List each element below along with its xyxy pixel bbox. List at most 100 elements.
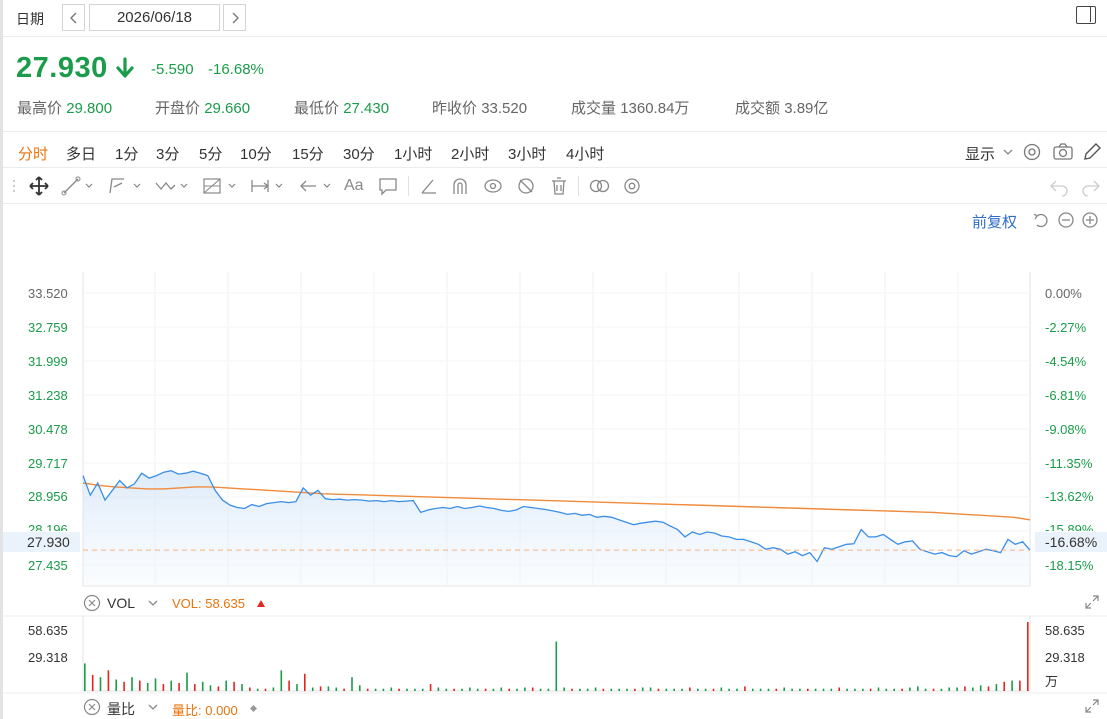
current-price: 27.930 [16,52,108,84]
volume-bar [665,688,668,691]
expand-icon[interactable] [1084,594,1100,610]
chevron-down-icon[interactable] [147,702,159,712]
volume-bar [107,670,110,691]
axis-right-label: -18.15% [1045,558,1094,573]
axis-left-label: 33.520 [28,286,68,301]
move-icon[interactable] [28,175,50,197]
volume-bar [1019,680,1021,691]
panel-toggle-icon[interactable] [1076,6,1096,24]
axis-left-label: 27.435 [28,558,68,573]
volume-bar [99,677,102,691]
tab-1hour[interactable]: 1小时 [394,146,433,163]
volume-bar [256,688,259,691]
volume-bar [846,688,848,691]
expand-icon[interactable] [1084,698,1100,714]
tab-15min[interactable]: 15分 [292,146,324,163]
tab-multiday[interactable]: 多日 [66,146,97,163]
axis-right-label: -4.54% [1045,354,1087,369]
vol-axis-left: 29.318 [28,650,68,665]
line-icon[interactable] [60,175,94,197]
display-menu[interactable]: 显示 [965,146,996,163]
volume-bar [704,688,707,691]
eye-icon[interactable] [482,175,504,197]
settings-icon[interactable] [1022,142,1042,162]
volume-bar [555,641,558,691]
ratio-indicator-name[interactable]: 量比 [107,701,135,717]
triangle-up-icon [257,600,265,607]
vol-indicator-name[interactable]: VOL [107,595,136,611]
diamond-icon [250,705,257,712]
axis-right-label: -2.27% [1045,320,1087,335]
zoom-in-icon[interactable] [1081,211,1099,229]
price-change-pct: -16.68% [208,61,264,78]
text-icon[interactable]: Aa [344,177,364,194]
hide-icon[interactable] [515,175,537,197]
volume-bar [547,688,550,691]
date-field[interactable]: 2026/06/18 [89,4,220,31]
volume-bar [877,687,880,691]
volume-bar [91,674,94,691]
zoom-out-icon[interactable] [1057,211,1075,229]
tab-4hour[interactable]: 4小时 [566,146,605,163]
volume-bar [351,677,353,691]
tab-10min[interactable]: 10分 [240,146,272,163]
camera-icon[interactable] [1052,142,1074,162]
toolbar-settings-icon[interactable] [621,175,643,197]
axis-right-label: -13.62% [1045,489,1094,504]
volume-bar [366,688,369,691]
magnet-icon[interactable] [449,175,471,197]
volume-bar [123,681,125,691]
volume-bar [209,685,212,692]
measure-icon[interactable] [249,175,287,197]
angle-icon[interactable] [418,175,440,197]
volume-bar [225,680,227,691]
redo-icon[interactable] [1080,175,1102,197]
stat-turnover: 成交额 3.89亿 [735,100,829,117]
undo-icon[interactable] [1048,175,1070,197]
adjust-mode-button[interactable]: 前复权 [972,214,1018,231]
prev-date-button[interactable] [62,4,85,31]
comment-icon[interactable] [377,175,399,197]
reset-icon[interactable] [1032,211,1050,229]
volume-bar [131,677,133,691]
volume-bar [476,688,479,691]
tab-intraday[interactable]: 分时 [18,146,49,163]
volume-bar [987,686,990,691]
tab-3hour[interactable]: 3小时 [508,146,547,163]
wave-icon[interactable] [153,175,191,197]
volume-bar [712,688,715,691]
link-icon[interactable] [588,175,612,197]
tab-30min[interactable]: 30分 [343,146,375,163]
tab-5min[interactable]: 5分 [199,146,223,163]
volume-bar [783,687,785,691]
trash-icon[interactable] [548,175,570,197]
volume-bar [618,688,620,691]
close-ratio-icon[interactable] [83,698,101,716]
volume-bar [461,688,463,691]
drag-handle-icon[interactable] [11,178,17,194]
volume-bar [406,688,408,691]
arrow-icon[interactable] [298,175,336,197]
volume-bar [909,687,911,691]
volume-bar [304,673,306,692]
pencil-icon[interactable] [1082,142,1102,162]
tab-1min[interactable]: 1分 [115,146,139,163]
pattern-icon[interactable] [201,175,241,197]
volume-bar [296,684,298,691]
toolbar-separator [408,176,409,196]
volume-bar [178,683,180,692]
current-price-marker-left: 27.930 [3,532,80,552]
chevron-down-icon[interactable] [147,598,159,608]
next-date-button[interactable] [223,4,246,31]
volume-bar [233,681,235,691]
close-vol-icon[interactable] [83,594,101,612]
volume-bar [272,687,275,691]
channel-icon[interactable] [106,175,142,197]
tab-2hour[interactable]: 2小时 [451,146,490,163]
chevron-right-icon [232,12,239,23]
volume-bar [814,688,817,691]
tab-3min[interactable]: 3分 [156,146,180,163]
volume-bar [359,685,361,692]
volume-bar [759,688,762,691]
